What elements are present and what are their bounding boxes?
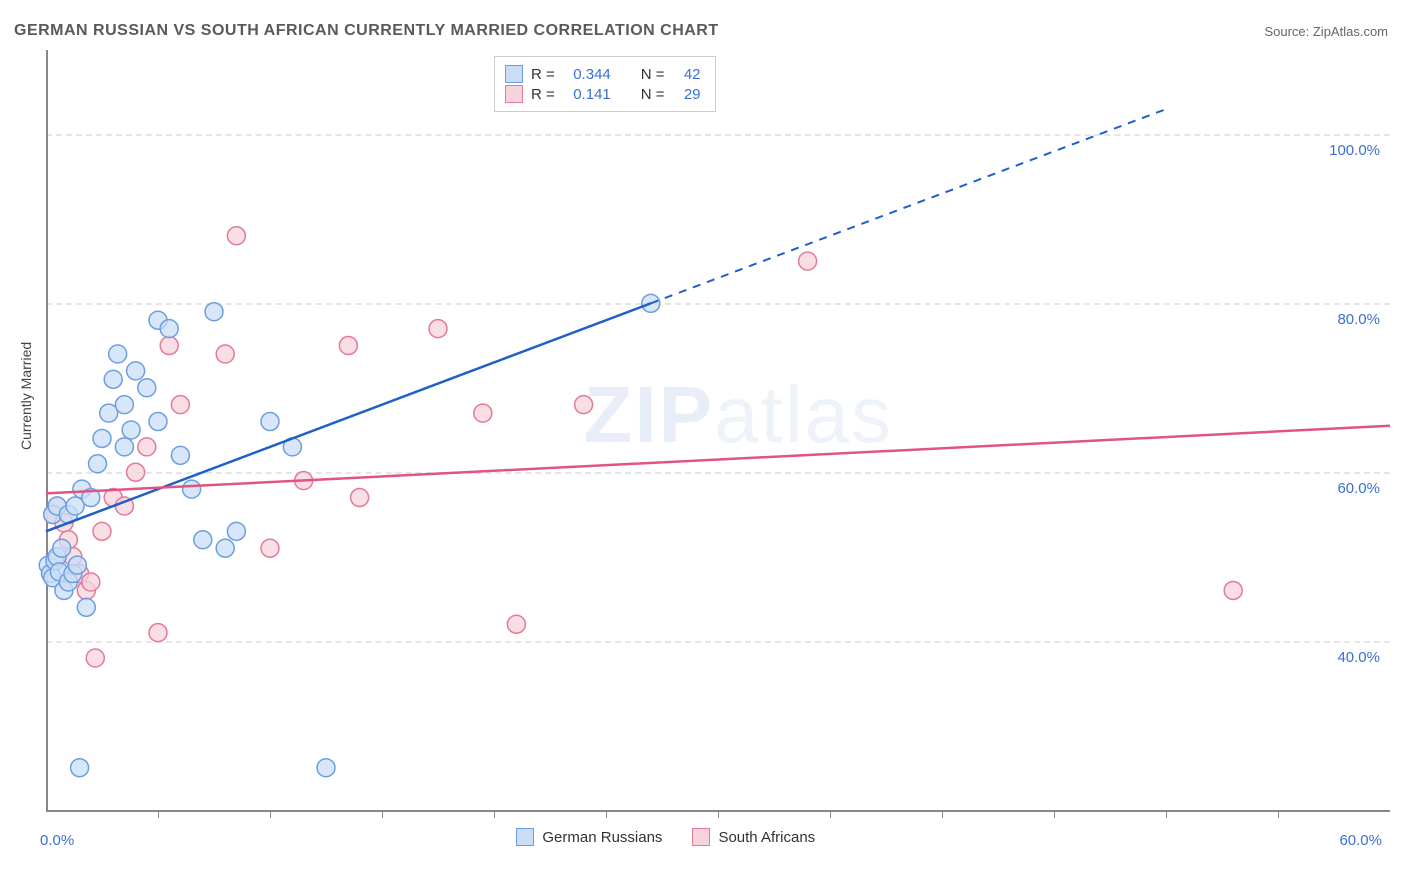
data-point — [122, 421, 140, 439]
legend-swatch — [692, 828, 710, 846]
legend-row: R = 0.141 N = 29 — [505, 85, 701, 103]
chart-container: GERMAN RUSSIAN VS SOUTH AFRICAN CURRENTL… — [0, 0, 1406, 892]
x-tick-label: 0.0% — [40, 832, 74, 849]
series-legend-item: South Africans — [692, 828, 815, 846]
legend-r-label: R = — [531, 86, 555, 103]
data-point — [160, 337, 178, 355]
data-point — [261, 413, 279, 431]
legend-n-value: 42 — [673, 66, 701, 83]
x-tick-label: 60.0% — [1339, 832, 1382, 849]
legend-row: R = 0.344 N = 42 — [505, 65, 701, 83]
legend-n-label: N = — [641, 86, 665, 103]
legend-r-value: 0.141 — [563, 86, 611, 103]
data-point — [339, 337, 357, 355]
data-point — [71, 759, 89, 777]
legend-r-label: R = — [531, 66, 555, 83]
legend-n-label: N = — [641, 66, 665, 83]
data-point — [575, 396, 593, 414]
data-point — [474, 404, 492, 422]
source-label: Source: ZipAtlas.com — [1264, 24, 1388, 39]
x-tick — [158, 810, 159, 818]
data-point — [205, 303, 223, 321]
data-point — [53, 539, 71, 557]
x-tick — [382, 810, 383, 818]
x-tick — [606, 810, 607, 818]
data-point — [93, 522, 111, 540]
data-point — [104, 370, 122, 388]
data-point — [89, 455, 107, 473]
data-point — [216, 539, 234, 557]
data-point — [507, 615, 525, 633]
x-tick — [270, 810, 271, 818]
legend-swatch — [505, 65, 523, 83]
data-point — [138, 438, 156, 456]
trend-line-extrapolated — [651, 109, 1166, 303]
legend-n-value: 29 — [673, 86, 701, 103]
data-point — [194, 531, 212, 549]
data-point — [149, 413, 167, 431]
x-tick — [1278, 810, 1279, 818]
x-tick — [494, 810, 495, 818]
chart-svg — [46, 50, 1390, 810]
trend-line — [46, 426, 1390, 494]
data-point — [227, 227, 245, 245]
data-point — [109, 345, 127, 363]
data-point — [115, 396, 133, 414]
data-point — [93, 429, 111, 447]
data-point — [216, 345, 234, 363]
data-point — [127, 463, 145, 481]
x-tick — [718, 810, 719, 818]
correlation-legend: R = 0.344 N = 42 R = 0.141 N = 29 — [494, 56, 716, 112]
series-legend-label: German Russians — [542, 829, 662, 846]
data-point — [317, 759, 335, 777]
data-point — [171, 446, 189, 464]
x-tick — [1054, 810, 1055, 818]
series-legend: German Russians South Africans — [516, 828, 815, 846]
y-axis-label: Currently Married — [18, 342, 34, 450]
data-point — [77, 598, 95, 616]
plot-area: 40.0%60.0%80.0%100.0%0.0%60.0% — [46, 50, 1390, 810]
data-point — [183, 480, 201, 498]
legend-swatch — [516, 828, 534, 846]
data-point — [138, 379, 156, 397]
x-tick — [830, 810, 831, 818]
data-point — [127, 362, 145, 380]
data-point — [261, 539, 279, 557]
data-point — [68, 556, 86, 574]
data-point — [351, 489, 369, 507]
data-point — [82, 573, 100, 591]
legend-swatch — [505, 85, 523, 103]
data-point — [799, 252, 817, 270]
data-point — [115, 438, 133, 456]
legend-r-value: 0.344 — [563, 66, 611, 83]
data-point — [171, 396, 189, 414]
chart-title: GERMAN RUSSIAN VS SOUTH AFRICAN CURRENTL… — [14, 22, 719, 40]
series-legend-item: German Russians — [516, 828, 662, 846]
x-tick — [942, 810, 943, 818]
data-point — [227, 522, 245, 540]
data-point — [149, 624, 167, 642]
data-point — [1224, 581, 1242, 599]
data-point — [429, 320, 447, 338]
series-legend-label: South Africans — [718, 829, 815, 846]
x-tick — [1166, 810, 1167, 818]
data-point — [86, 649, 104, 667]
data-point — [160, 320, 178, 338]
